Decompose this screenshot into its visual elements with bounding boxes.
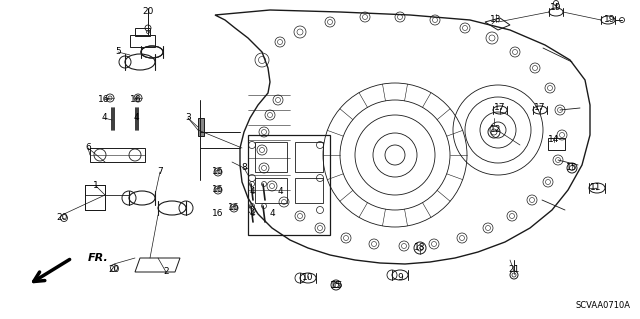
Text: 4: 4 [133,114,139,122]
Text: 4: 4 [269,210,275,219]
Text: 5: 5 [115,48,121,56]
Text: 15: 15 [332,280,344,290]
Text: FR.: FR. [88,253,109,263]
Text: 12: 12 [490,125,502,135]
Text: 21: 21 [508,265,520,275]
Text: 4: 4 [277,188,283,197]
Text: 20: 20 [108,265,120,275]
Bar [295,142,323,172]
Bar [130,35,155,47]
Text: 11: 11 [590,183,602,192]
Text: 16: 16 [228,204,240,212]
Text: 19: 19 [550,4,562,12]
Text: 16: 16 [212,167,224,176]
Text: 14: 14 [548,136,560,145]
Text: 18: 18 [414,243,426,253]
Bar [255,178,287,203]
Text: 6: 6 [85,144,91,152]
Text: 4: 4 [249,210,255,219]
Text: 8: 8 [241,164,247,173]
Bar [135,28,150,36]
Text: 16: 16 [212,210,224,219]
Text: 20: 20 [56,213,68,222]
Text: 20: 20 [142,8,154,17]
Text: 16: 16 [212,186,224,195]
Bar [198,118,204,136]
Bar [295,178,323,203]
Text: 13: 13 [490,16,502,25]
Text: SCVAA0710A: SCVAA0710A [575,300,630,309]
Text: 17: 17 [534,103,546,113]
Text: 16: 16 [99,95,109,105]
Text: 9: 9 [397,273,403,283]
Text: 15: 15 [330,280,342,290]
Text: 16: 16 [131,95,141,105]
Text: 3: 3 [185,114,191,122]
Text: 15: 15 [566,164,578,173]
Text: 1: 1 [93,182,99,190]
Bar [85,185,105,210]
Text: 4: 4 [101,114,107,122]
Text: 10: 10 [302,273,314,283]
Bar [255,142,287,172]
Text: 17: 17 [494,103,506,113]
Text: 7: 7 [157,167,163,176]
Text: 2: 2 [163,268,169,277]
Text: 19: 19 [604,16,616,25]
Text: 4: 4 [249,188,255,197]
